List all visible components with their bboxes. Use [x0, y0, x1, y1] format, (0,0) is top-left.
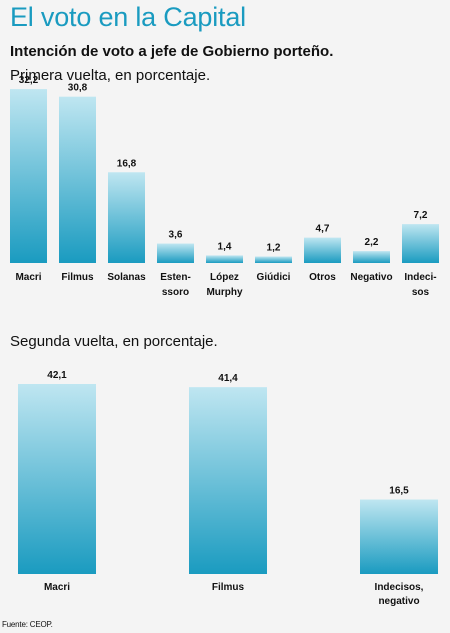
bar-0	[10, 89, 47, 264]
value-label-6: 4,7	[316, 224, 330, 235]
bar-6	[304, 237, 341, 263]
chart-2-title: Segunda vuelta, en porcentaje.	[10, 333, 218, 350]
category-label-1: Filmus	[212, 582, 245, 593]
source-note: Fuente: CEOP.	[2, 620, 53, 629]
bar-2	[108, 172, 145, 263]
category-label-4: López Murphy	[206, 272, 243, 298]
page-title: El voto en la Capital	[10, 2, 246, 32]
value-label-5: 1,2	[267, 243, 281, 254]
category-label-0: Macri	[44, 582, 70, 593]
value-label-2: 16,5	[389, 486, 409, 497]
bar-1	[59, 96, 96, 264]
category-label-2: Indecisos, negativo	[375, 582, 424, 607]
category-label-5: Giúdici	[257, 272, 291, 283]
bar-3	[157, 243, 194, 263]
bar-0	[18, 384, 96, 574]
value-label-7: 2,2	[365, 237, 379, 248]
second-round-chart: 42,1 Macri 41,4 Filmus 16,5 Indecisos, negativ…	[18, 370, 438, 607]
category-label-3: Esten-ssoro	[160, 272, 191, 298]
value-label-1: 41,4	[218, 373, 238, 384]
value-label-1: 30,8	[68, 83, 88, 94]
category-label-6: Otros	[309, 272, 336, 283]
value-label-4: 1,4	[218, 241, 232, 252]
bar-1	[189, 387, 267, 574]
value-label-0: 32,2	[19, 75, 39, 86]
category-label-0: Macri	[15, 272, 41, 283]
category-label-8: Indeci-sos	[404, 272, 436, 298]
category-label-7: Negativo	[350, 272, 392, 283]
category-label-1: Filmus	[61, 272, 94, 283]
bar-5	[255, 256, 292, 263]
bar-4	[206, 255, 243, 263]
bar-2	[360, 499, 438, 574]
page-subtitle: Intención de voto a jefe de Gobierno por…	[10, 43, 334, 60]
value-label-0: 42,1	[47, 370, 67, 381]
value-label-8: 7,2	[414, 210, 428, 221]
value-label-3: 3,6	[169, 230, 183, 241]
value-label-2: 16,8	[117, 158, 137, 169]
first-round-chart: 32,2 Macri 30,8 Filmus 16,8 Solanas 3,6 Esten-s…	[10, 75, 439, 298]
chart-1-title: Primera vuelta, en porcentaje.	[10, 67, 211, 84]
bar-7	[353, 251, 390, 263]
category-label-2: Solanas	[107, 272, 146, 283]
bar-8	[402, 224, 439, 263]
